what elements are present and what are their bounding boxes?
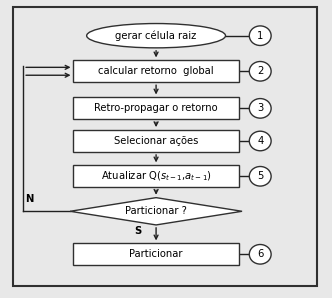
Text: Retro-propagar o retorno: Retro-propagar o retorno — [94, 103, 218, 113]
Text: N: N — [26, 194, 34, 204]
Text: Particionar: Particionar — [129, 249, 183, 259]
Text: 1: 1 — [257, 31, 263, 41]
Bar — [73, 165, 239, 187]
Circle shape — [249, 131, 271, 151]
Circle shape — [249, 244, 271, 264]
Text: Atualizar Q($s_{t-1}$,$a_{t-1}$): Atualizar Q($s_{t-1}$,$a_{t-1}$) — [101, 170, 211, 183]
Text: 3: 3 — [257, 103, 263, 113]
Text: S: S — [134, 226, 141, 236]
Text: 5: 5 — [257, 171, 263, 181]
Circle shape — [249, 167, 271, 186]
Text: gerar célula raiz: gerar célula raiz — [116, 30, 197, 41]
Bar — [73, 60, 239, 82]
Bar — [73, 97, 239, 119]
Text: 6: 6 — [257, 249, 263, 259]
Text: 4: 4 — [257, 136, 263, 146]
Text: Selecionar ações: Selecionar ações — [114, 136, 198, 146]
Bar — [73, 243, 239, 265]
Bar — [73, 130, 239, 152]
Ellipse shape — [87, 24, 225, 48]
Text: calcular retorno  global: calcular retorno global — [98, 66, 214, 76]
Polygon shape — [70, 198, 242, 225]
Circle shape — [249, 61, 271, 81]
Text: 2: 2 — [257, 66, 263, 76]
Circle shape — [249, 26, 271, 46]
Text: Particionar ?: Particionar ? — [125, 206, 187, 216]
Circle shape — [249, 99, 271, 118]
